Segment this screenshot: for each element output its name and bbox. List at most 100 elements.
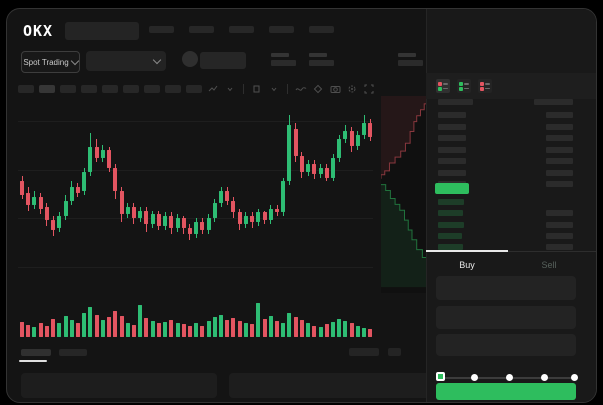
- interval-button[interactable]: [165, 84, 181, 93]
- interval-button[interactable]: [144, 84, 160, 93]
- candle: [32, 196, 37, 205]
- bid-amount-placeholder[interactable]: [546, 244, 573, 251]
- candlestick-chart[interactable]: [18, 98, 373, 292]
- volume-bar: [20, 321, 24, 337]
- volume-bar: [82, 313, 87, 337]
- interval-button[interactable]: [123, 84, 139, 93]
- volume-bar: [275, 321, 280, 337]
- icon-color-column: [458, 81, 463, 91]
- tab-buy[interactable]: Buy: [459, 260, 475, 270]
- icon-line: [443, 87, 449, 89]
- tab-sell[interactable]: Sell: [541, 260, 557, 270]
- nav-item-placeholder[interactable]: [229, 26, 254, 33]
- chevron-down-icon: [152, 55, 162, 65]
- ask-amount-placeholder[interactable]: [546, 123, 573, 130]
- candle: [175, 218, 180, 228]
- ask-price-placeholder[interactable]: [438, 169, 466, 176]
- order-form-field[interactable]: [436, 276, 576, 300]
- ask-amount-placeholder[interactable]: [546, 158, 573, 164]
- slider-stop[interactable]: [541, 374, 548, 381]
- bid-price-placeholder[interactable]: [438, 232, 462, 239]
- bid-price-placeholder[interactable]: [438, 221, 464, 228]
- candle: [20, 181, 24, 195]
- chart-bottom-tab[interactable]: [59, 349, 87, 356]
- volume-bar: [187, 326, 192, 337]
- interval-button[interactable]: [186, 84, 202, 93]
- candle: [306, 163, 311, 172]
- ticker-stat-placeholder: [271, 53, 296, 66]
- bid-price-placeholder[interactable]: [438, 244, 463, 251]
- volume-bar: [318, 327, 323, 337]
- toolbar-separator: [243, 83, 244, 94]
- volume-bar: [262, 318, 267, 337]
- order-form-field[interactable]: [436, 306, 576, 329]
- fullscreen-icon[interactable]: [363, 83, 375, 95]
- market-type-selector[interactable]: Spot Trading: [21, 51, 80, 73]
- line-tools-icon[interactable]: [295, 83, 307, 95]
- ask-amount-placeholder[interactable]: [546, 146, 573, 153]
- interval-button[interactable]: [102, 84, 118, 93]
- volume-bar: [156, 323, 161, 337]
- icon-line: [464, 83, 470, 85]
- chart-bottom-tab-active[interactable]: [21, 349, 51, 356]
- ask-price-placeholder[interactable]: [438, 135, 466, 141]
- interval-button[interactable]: [18, 84, 34, 93]
- candle: [94, 146, 99, 159]
- bid-price-placeholder[interactable]: [438, 210, 463, 217]
- settings-gear-icon[interactable]: [346, 83, 358, 95]
- slider-stop[interactable]: [506, 374, 513, 381]
- bid-price-placeholder[interactable]: [438, 199, 464, 205]
- nav-item-placeholder[interactable]: [149, 26, 174, 33]
- nav-item-placeholder[interactable]: [309, 26, 334, 33]
- nav-item-placeholder[interactable]: [189, 26, 214, 33]
- volume-bar: [287, 313, 292, 337]
- volume-bar: [268, 316, 273, 337]
- slider-stop[interactable]: [471, 374, 478, 381]
- icon-color-column: [437, 81, 442, 91]
- buy-submit-button[interactable]: [436, 383, 576, 400]
- book-both-icon[interactable]: [436, 79, 450, 93]
- ask-amount-placeholder[interactable]: [546, 169, 573, 176]
- search-input[interactable]: [65, 22, 139, 40]
- overlay-icon[interactable]: [251, 83, 263, 95]
- icon-line: [485, 87, 491, 89]
- last-price-highlight[interactable]: [435, 183, 469, 194]
- slider-stop[interactable]: [571, 374, 578, 381]
- bid-amount-placeholder[interactable]: [546, 232, 573, 239]
- ask-amount-placeholder[interactable]: [546, 112, 573, 118]
- icon-square: [479, 81, 484, 86]
- candle: [231, 200, 236, 213]
- ask-price-placeholder[interactable]: [438, 123, 466, 130]
- magnet-icon[interactable]: [312, 83, 324, 95]
- ask-price-placeholder[interactable]: [438, 146, 466, 153]
- ask-price-placeholder[interactable]: [438, 112, 466, 118]
- nav-item-placeholder[interactable]: [269, 26, 294, 33]
- bottom-panel-left: [21, 373, 217, 398]
- chevron-down-icon[interactable]: [268, 83, 280, 95]
- chevron-down-icon[interactable]: [224, 83, 236, 95]
- stat-value-placeholder: [309, 60, 334, 66]
- volume-bar: [163, 321, 168, 337]
- book-bids-icon[interactable]: [457, 79, 471, 93]
- icon-color-column: [479, 81, 484, 91]
- time-axis-placeholder: [349, 348, 379, 356]
- ask-amount-placeholder[interactable]: [546, 135, 573, 141]
- interval-button[interactable]: [60, 84, 76, 93]
- interval-button[interactable]: [81, 84, 97, 93]
- ask-amount-placeholder[interactable]: [546, 181, 573, 187]
- bid-amount-placeholder[interactable]: [546, 210, 573, 217]
- indicator-icon[interactable]: [207, 83, 219, 95]
- pair-name-placeholder: [200, 52, 246, 69]
- amount-slider-handle[interactable]: [436, 372, 445, 381]
- book-asks-icon[interactable]: [478, 79, 492, 93]
- candle: [368, 123, 373, 137]
- stat-label-placeholder: [309, 53, 327, 57]
- ask-price-placeholder[interactable]: [438, 158, 466, 164]
- bid-amount-placeholder[interactable]: [546, 221, 573, 228]
- order-form-field[interactable]: [436, 334, 576, 356]
- camera-icon[interactable]: [329, 83, 341, 95]
- interval-button[interactable]: [39, 84, 55, 93]
- candle: [82, 171, 87, 192]
- okx-logo[interactable]: OKX: [23, 22, 54, 40]
- pair-dropdown[interactable]: [86, 51, 166, 71]
